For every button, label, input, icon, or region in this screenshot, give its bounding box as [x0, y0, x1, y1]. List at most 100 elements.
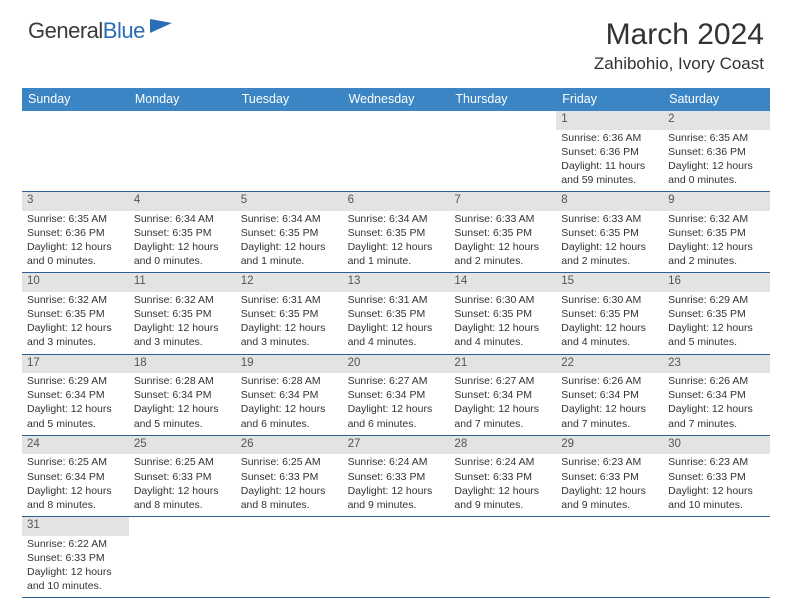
day-details: Sunrise: 6:23 AMSunset: 6:33 PMDaylight:… [556, 454, 663, 516]
day-number: 24 [22, 436, 129, 455]
day-cell: 10Sunrise: 6:32 AMSunset: 6:35 PMDayligh… [22, 273, 129, 353]
daylight-text: Daylight: 12 hours and 7 minutes. [454, 402, 551, 430]
sunset-text: Sunset: 6:34 PM [27, 388, 124, 402]
sunset-text: Sunset: 6:35 PM [668, 307, 765, 321]
daylight-text: Daylight: 12 hours and 0 minutes. [134, 240, 231, 268]
day-details: Sunrise: 6:29 AMSunset: 6:34 PMDaylight:… [22, 373, 129, 435]
day-number: 4 [129, 192, 236, 211]
day-details: Sunrise: 6:34 AMSunset: 6:35 PMDaylight:… [343, 211, 450, 273]
day-cell: 12Sunrise: 6:31 AMSunset: 6:35 PMDayligh… [236, 273, 343, 353]
daylight-text: Daylight: 12 hours and 3 minutes. [134, 321, 231, 349]
sunset-text: Sunset: 6:35 PM [454, 226, 551, 240]
day-cell: 31Sunrise: 6:22 AMSunset: 6:33 PMDayligh… [22, 517, 129, 597]
day-number: 1 [556, 111, 663, 130]
day-details: Sunrise: 6:32 AMSunset: 6:35 PMDaylight:… [663, 211, 770, 273]
brand-text-blue: Blue [103, 18, 145, 44]
sunrise-text: Sunrise: 6:35 AM [668, 131, 765, 145]
day-number: 16 [663, 273, 770, 292]
week-row: 17Sunrise: 6:29 AMSunset: 6:34 PMDayligh… [22, 355, 770, 436]
sunset-text: Sunset: 6:35 PM [241, 307, 338, 321]
daylight-text: Daylight: 12 hours and 3 minutes. [241, 321, 338, 349]
day-cell: 1Sunrise: 6:36 AMSunset: 6:36 PMDaylight… [556, 111, 663, 191]
day-cell: 6Sunrise: 6:34 AMSunset: 6:35 PMDaylight… [343, 192, 450, 272]
sunset-text: Sunset: 6:33 PM [134, 470, 231, 484]
sunset-text: Sunset: 6:35 PM [668, 226, 765, 240]
weekday-header: Saturday [663, 88, 770, 111]
day-cell: 28Sunrise: 6:24 AMSunset: 6:33 PMDayligh… [449, 436, 556, 516]
daylight-text: Daylight: 12 hours and 6 minutes. [241, 402, 338, 430]
day-number: 18 [129, 355, 236, 374]
day-details: Sunrise: 6:30 AMSunset: 6:35 PMDaylight:… [556, 292, 663, 354]
sunset-text: Sunset: 6:34 PM [348, 388, 445, 402]
day-number: 3 [22, 192, 129, 211]
day-cell [22, 111, 129, 191]
daylight-text: Daylight: 12 hours and 2 minutes. [561, 240, 658, 268]
sunset-text: Sunset: 6:35 PM [454, 307, 551, 321]
daylight-text: Daylight: 12 hours and 5 minutes. [134, 402, 231, 430]
day-number: 31 [22, 517, 129, 536]
daylight-text: Daylight: 12 hours and 9 minutes. [561, 484, 658, 512]
day-details: Sunrise: 6:33 AMSunset: 6:35 PMDaylight:… [556, 211, 663, 273]
weekday-header: Friday [556, 88, 663, 111]
day-cell [449, 111, 556, 191]
week-row: 31Sunrise: 6:22 AMSunset: 6:33 PMDayligh… [22, 517, 770, 598]
day-cell [663, 517, 770, 597]
day-cell: 9Sunrise: 6:32 AMSunset: 6:35 PMDaylight… [663, 192, 770, 272]
sunrise-text: Sunrise: 6:32 AM [134, 293, 231, 307]
day-details: Sunrise: 6:27 AMSunset: 6:34 PMDaylight:… [449, 373, 556, 435]
daylight-text: Daylight: 12 hours and 1 minute. [348, 240, 445, 268]
daylight-text: Daylight: 12 hours and 4 minutes. [454, 321, 551, 349]
day-details: Sunrise: 6:25 AMSunset: 6:34 PMDaylight:… [22, 454, 129, 516]
brand-text-general: General [28, 18, 103, 44]
day-cell [236, 111, 343, 191]
daylight-text: Daylight: 12 hours and 7 minutes. [668, 402, 765, 430]
sunrise-text: Sunrise: 6:24 AM [454, 455, 551, 469]
sunset-text: Sunset: 6:35 PM [561, 226, 658, 240]
weekday-header-row: Sunday Monday Tuesday Wednesday Thursday… [22, 88, 770, 111]
day-cell: 14Sunrise: 6:30 AMSunset: 6:35 PMDayligh… [449, 273, 556, 353]
title-block: March 2024 Zahibohio, Ivory Coast [594, 18, 764, 74]
day-cell: 13Sunrise: 6:31 AMSunset: 6:35 PMDayligh… [343, 273, 450, 353]
day-cell: 4Sunrise: 6:34 AMSunset: 6:35 PMDaylight… [129, 192, 236, 272]
daylight-text: Daylight: 12 hours and 8 minutes. [27, 484, 124, 512]
day-details: Sunrise: 6:27 AMSunset: 6:34 PMDaylight:… [343, 373, 450, 435]
day-details: Sunrise: 6:31 AMSunset: 6:35 PMDaylight:… [343, 292, 450, 354]
weekday-header: Monday [129, 88, 236, 111]
sunrise-text: Sunrise: 6:31 AM [241, 293, 338, 307]
sunset-text: Sunset: 6:34 PM [561, 388, 658, 402]
day-number: 8 [556, 192, 663, 211]
day-details: Sunrise: 6:25 AMSunset: 6:33 PMDaylight:… [236, 454, 343, 516]
day-number: 9 [663, 192, 770, 211]
calendar-body: 1Sunrise: 6:36 AMSunset: 6:36 PMDaylight… [22, 111, 770, 598]
location-label: Zahibohio, Ivory Coast [594, 54, 764, 74]
daylight-text: Daylight: 12 hours and 7 minutes. [561, 402, 658, 430]
daylight-text: Daylight: 12 hours and 2 minutes. [454, 240, 551, 268]
day-details: Sunrise: 6:32 AMSunset: 6:35 PMDaylight:… [129, 292, 236, 354]
month-title: March 2024 [594, 18, 764, 52]
week-row: 10Sunrise: 6:32 AMSunset: 6:35 PMDayligh… [22, 273, 770, 354]
day-cell: 30Sunrise: 6:23 AMSunset: 6:33 PMDayligh… [663, 436, 770, 516]
day-number: 29 [556, 436, 663, 455]
sunset-text: Sunset: 6:35 PM [241, 226, 338, 240]
sunrise-text: Sunrise: 6:23 AM [668, 455, 765, 469]
daylight-text: Daylight: 12 hours and 1 minute. [241, 240, 338, 268]
day-number: 17 [22, 355, 129, 374]
day-number: 21 [449, 355, 556, 374]
sunrise-text: Sunrise: 6:35 AM [27, 212, 124, 226]
day-cell: 25Sunrise: 6:25 AMSunset: 6:33 PMDayligh… [129, 436, 236, 516]
day-number: 12 [236, 273, 343, 292]
sunrise-text: Sunrise: 6:36 AM [561, 131, 658, 145]
day-cell [129, 111, 236, 191]
sunrise-text: Sunrise: 6:27 AM [348, 374, 445, 388]
day-cell: 24Sunrise: 6:25 AMSunset: 6:34 PMDayligh… [22, 436, 129, 516]
day-number: 25 [129, 436, 236, 455]
flag-icon [150, 19, 172, 40]
brand-logo: General Blue [28, 18, 172, 44]
sunrise-text: Sunrise: 6:25 AM [134, 455, 231, 469]
day-number: 28 [449, 436, 556, 455]
daylight-text: Daylight: 12 hours and 0 minutes. [668, 159, 765, 187]
day-details: Sunrise: 6:31 AMSunset: 6:35 PMDaylight:… [236, 292, 343, 354]
day-cell [236, 517, 343, 597]
daylight-text: Daylight: 12 hours and 2 minutes. [668, 240, 765, 268]
day-details: Sunrise: 6:28 AMSunset: 6:34 PMDaylight:… [236, 373, 343, 435]
